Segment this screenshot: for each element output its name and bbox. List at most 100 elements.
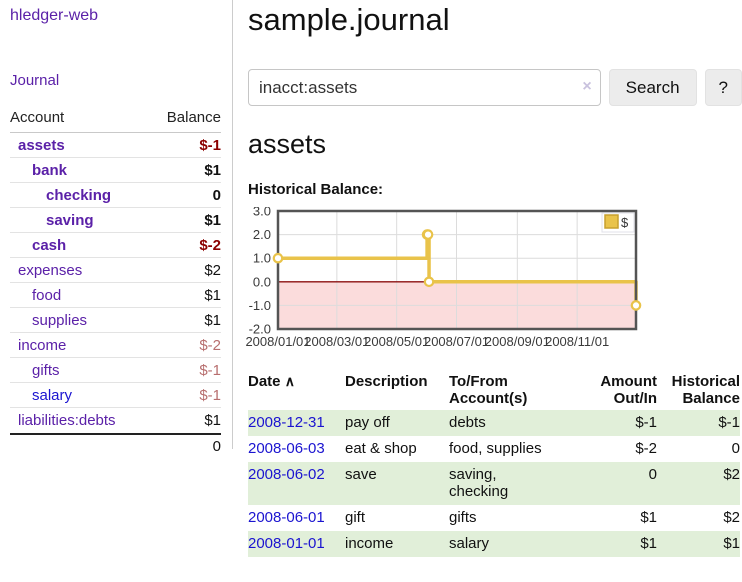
transaction-description: eat & shop (345, 440, 417, 457)
account-balance: $2 (204, 261, 221, 279)
main-content: sample.journal × Search ? assets Histori… (234, 0, 742, 557)
account-link[interactable]: gifts (32, 361, 60, 379)
transaction-balance: $2 (723, 466, 740, 483)
account-balance: $-1 (199, 136, 221, 154)
x-axis-tick-label: 2008/05/01 (364, 334, 429, 349)
accounts-header-account: Account (10, 109, 65, 126)
sort-asc-icon: ∧ (284, 373, 295, 389)
transaction-balance: $2 (723, 509, 740, 526)
account-balance: $-1 (199, 386, 221, 404)
transaction-date-link[interactable]: 2008-01-01 (248, 535, 325, 552)
register-row: 2008-06-03 eat & shop food, supplies $-2 0 (248, 436, 740, 462)
column-header-amount: Amount Out/In (600, 373, 657, 407)
column-header-description: Description (345, 373, 428, 390)
search-input[interactable] (248, 69, 601, 106)
account-balance: $-2 (199, 336, 221, 354)
account-balance: $-1 (199, 361, 221, 379)
transaction-date-link[interactable]: 2008-12-31 (248, 414, 325, 431)
search-button[interactable]: Search (608, 69, 697, 106)
transaction-date-link[interactable]: 2008-06-03 (248, 440, 325, 457)
transaction-description: gift (345, 509, 366, 526)
register-row: 2008-01-01 income salary $1 $1 (248, 531, 740, 557)
account-row: saving $1 (10, 208, 221, 233)
y-axis-tick-label: 1.0 (253, 251, 271, 266)
app-brand-link[interactable]: hledger-web (10, 7, 99, 24)
search-box: × (248, 69, 601, 106)
transaction-description: save (345, 466, 377, 483)
account-balance: $-2 (199, 236, 221, 254)
register-row: 2008-12-31 pay off debts $-1 $-1 (248, 410, 740, 436)
sidebar: hledger-web Journal Account Balance asse… (0, 0, 233, 455)
account-link[interactable]: assets (18, 136, 65, 154)
account-link[interactable]: cash (32, 236, 67, 254)
account-link[interactable]: supplies (32, 311, 88, 329)
y-axis-tick-label: 0.0 (253, 274, 271, 289)
account-link[interactable]: bank (32, 161, 68, 179)
x-axis-tick-label: 2008/09/01 (485, 334, 550, 349)
account-heading: assets (248, 129, 327, 159)
transaction-balance: 0 (731, 440, 740, 457)
account-row: assets $-1 (10, 133, 221, 158)
transaction-amount: $1 (640, 509, 657, 526)
account-balance: $1 (204, 412, 221, 429)
search-form: × Search ? (248, 69, 742, 106)
y-axis-tick-label: -2.0 (249, 322, 271, 337)
register-table: Date ∧ Description To/From Account(s) Am… (248, 371, 740, 557)
transaction-date-link[interactable]: 2008-06-01 (248, 509, 325, 526)
account-row: food $1 (10, 283, 221, 308)
transaction-amount: $1 (640, 535, 657, 552)
transaction-accounts: salary (449, 535, 490, 552)
transaction-balance: $1 (723, 535, 740, 552)
x-axis-tick-label: 2008/07/01 (424, 334, 489, 349)
account-row: cash $-2 (10, 233, 221, 258)
register-row: 2008-06-02 save saving, checking 0 $2 (248, 462, 740, 505)
transaction-amount: 0 (648, 466, 657, 483)
account-link[interactable]: salary (32, 386, 73, 404)
transaction-balance: $-1 (718, 414, 740, 431)
accounts-total-row: 0 (10, 433, 221, 458)
account-balance: 0 (212, 186, 221, 204)
account-row: salary $-1 (10, 383, 221, 408)
chart-title: Historical Balance: (248, 181, 384, 198)
account-link[interactable]: expenses (18, 261, 83, 279)
transaction-amount: $-1 (635, 414, 657, 431)
account-link[interactable]: liabilities:debts (18, 412, 116, 429)
account-balance: $1 (204, 286, 221, 304)
account-row: income $-2 (10, 333, 221, 358)
transaction-accounts: gifts (449, 509, 477, 526)
account-row: bank $1 (10, 158, 221, 183)
account-row: liabilities:debts $1 (10, 408, 221, 433)
accounts-tree-header: Account Balance (10, 105, 221, 133)
accounts-rows: assets $-1 bank $1 checking 0 saving $1 cash $-2 e… (10, 133, 221, 433)
y-axis-tick-label: 3.0 (253, 207, 271, 219)
account-row: supplies $1 (10, 308, 221, 333)
help-button[interactable]: ? (704, 69, 742, 106)
account-link[interactable]: checking (46, 186, 112, 204)
account-row: checking 0 (10, 183, 221, 208)
page-title: sample.journal (248, 2, 450, 37)
accounts-tree: Account Balance assets $-1 bank $1 checking 0… (10, 105, 221, 458)
transaction-date-link[interactable]: 2008-06-02 (248, 466, 325, 483)
sidebar-item-journal[interactable]: Journal (10, 72, 60, 89)
accounts-total-value: 0 (212, 438, 221, 455)
x-axis-tick-label: 2008/03/01 (304, 334, 369, 349)
transaction-description: income (345, 535, 394, 552)
transaction-accounts: saving, checking (449, 466, 509, 500)
historical-balance-chart: $3.0 2.0 1.0 0.0 -1.0 -2.0 2008/01/01 2008/03/0… (234, 204, 742, 358)
account-link[interactable]: saving (46, 211, 94, 229)
y-axis-tick-label: 2.0 (253, 227, 271, 242)
accounts-header-balance: Balance (166, 109, 221, 126)
x-axis-tick-label: 2008/01/01 (245, 334, 310, 349)
transaction-accounts: debts (449, 414, 486, 431)
y-axis-tick-label: -1.0 (249, 298, 271, 313)
column-header-date[interactable]: Date ∧ (248, 373, 295, 390)
legend-swatch (604, 214, 619, 229)
register-row: 2008-06-01 gift gifts $1 $2 (248, 505, 740, 531)
account-link[interactable]: income (18, 336, 67, 354)
account-link[interactable]: food (32, 286, 62, 304)
transaction-accounts: food, supplies (449, 440, 542, 457)
register-header-row: Date ∧ Description To/From Account(s) Am… (248, 371, 740, 410)
chart-svg: $3.0 2.0 1.0 0.0 -1.0 -2.02008/01/012008/03/0… (245, 204, 642, 349)
account-balance: $1 (204, 161, 221, 179)
clear-search-icon[interactable]: × (582, 78, 592, 95)
